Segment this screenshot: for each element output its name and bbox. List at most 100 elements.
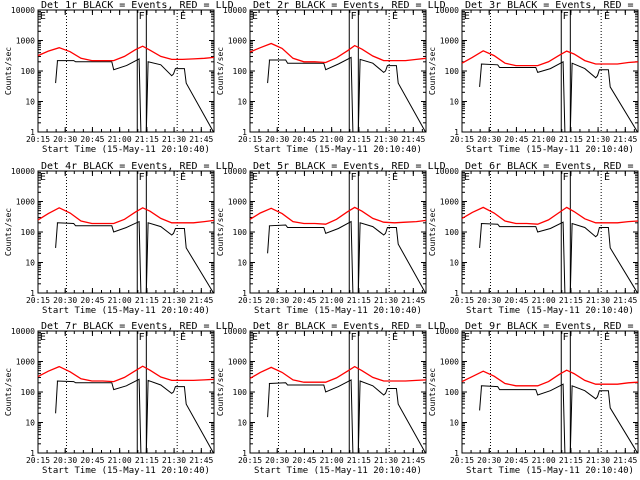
x-tick-label: 21:15	[135, 296, 159, 305]
event-marker-e: E	[40, 11, 46, 22]
event-marker-e: E	[40, 332, 46, 343]
y-axis-label: Counts/sec	[216, 368, 225, 416]
x-tick-label: 20:15	[26, 456, 50, 465]
y-tick-label: 1	[30, 449, 35, 458]
x-tick-label: 20:30	[477, 296, 501, 305]
event-marker-f: F	[351, 11, 357, 22]
series-lld-line	[37, 207, 215, 225]
x-tick-label: 20:45	[504, 456, 528, 465]
y-tick-label: 100	[21, 388, 36, 397]
event-marker-e: E	[252, 332, 258, 343]
y-tick-label: 1000	[16, 37, 35, 46]
event-marker-e: E	[604, 11, 610, 22]
x-tick-label: 21:30	[374, 296, 398, 305]
y-tick-label: 1000	[228, 198, 247, 207]
x-tick-label: 21:45	[401, 296, 425, 305]
y-tick-label: 10	[25, 419, 35, 428]
x-tick-label: 21:00	[320, 135, 344, 144]
x-tick-label: 20:30	[265, 456, 289, 465]
y-tick-label: 1000	[440, 358, 459, 367]
x-axis-label: Start Time (15-May-11 20:10:40)	[466, 306, 634, 316]
y-axis-label: Counts/sec	[216, 47, 225, 95]
x-tick-label: 21:45	[189, 135, 213, 144]
x-tick-label: 20:30	[477, 456, 501, 465]
chart-title: Det 2r BLACK = Events, RED = LLD	[253, 0, 446, 11]
y-tick-label: 1000	[440, 37, 459, 46]
chart-title: Det 1r BLACK = Events, RED = LLD	[41, 0, 234, 11]
y-tick-label: 10000	[435, 6, 459, 15]
x-tick-label: 20:45	[80, 135, 104, 144]
x-tick-label: 21:00	[108, 296, 132, 305]
y-tick-label: 10	[449, 259, 459, 268]
plot-frame	[249, 9, 427, 133]
event-marker-e: E	[604, 332, 610, 343]
event-marker-e: E	[392, 332, 398, 343]
y-tick-label: 10000	[435, 327, 459, 336]
chart-panel-4r: Det 4r BLACK = Events, RED = LLD 1 10 100 10…	[4, 161, 234, 316]
y-tick-label: 10	[25, 259, 35, 268]
series-events-line	[55, 378, 214, 454]
x-tick-label: 21:45	[189, 456, 213, 465]
series-events-line	[267, 379, 426, 454]
chart-panel-1r: Det 1r BLACK = Events, RED = LLD 1 10 100 10…	[4, 0, 234, 155]
series-events-line	[479, 383, 638, 454]
y-tick-label: 1	[454, 449, 459, 458]
y-tick-label: 100	[21, 67, 36, 76]
x-tick-label: 21:15	[559, 296, 583, 305]
x-axis-label: Start Time (15-May-11 20:10:40)	[42, 306, 210, 316]
y-tick-label: 10	[237, 419, 247, 428]
y-tick-label: 1	[454, 128, 459, 137]
event-marker-e: E	[180, 11, 186, 22]
x-axis-label: Start Time (15-May-11 20:10:40)	[466, 466, 634, 476]
chart-title: Det 8r BLACK = Events, RED = LLD	[253, 321, 446, 332]
chart-title: Det 4r BLACK = Events, RED = LLD	[41, 161, 234, 172]
x-tick-label: 21:00	[532, 296, 556, 305]
y-tick-label: 10	[449, 419, 459, 428]
chart-title: Det 6r BLACK = Events, RED = LLD	[465, 161, 640, 172]
chart-title: Det 9r BLACK = Events, RED = LLD	[465, 321, 640, 332]
y-tick-label: 1	[454, 289, 459, 298]
x-tick-label: 20:30	[53, 296, 77, 305]
x-tick-label: 21:15	[559, 135, 583, 144]
chart-title: Det 5r BLACK = Events, RED = LLD	[253, 161, 446, 172]
y-axis-label: Counts/sec	[428, 208, 437, 256]
x-tick-label: 21:30	[374, 456, 398, 465]
x-tick-label: 21:15	[347, 135, 371, 144]
series-events-line	[267, 56, 426, 133]
event-marker-e: E	[252, 11, 258, 22]
event-marker-e: E	[180, 172, 186, 183]
x-tick-label: 20:45	[292, 296, 316, 305]
event-marker-e: E	[252, 172, 258, 183]
x-tick-label: 20:30	[265, 135, 289, 144]
y-axis-label: Counts/sec	[428, 47, 437, 95]
x-tick-label: 21:15	[347, 456, 371, 465]
x-tick-label: 20:30	[477, 135, 501, 144]
x-axis-label: Start Time (15-May-11 20:10:40)	[466, 145, 634, 155]
y-tick-label: 100	[445, 67, 460, 76]
x-tick-label: 21:45	[613, 456, 637, 465]
x-tick-label: 21:45	[613, 296, 637, 305]
y-tick-label: 10000	[11, 327, 35, 336]
y-tick-label: 1	[30, 128, 35, 137]
x-tick-label: 21:00	[108, 135, 132, 144]
x-tick-label: 21:30	[586, 456, 610, 465]
y-tick-label: 10000	[11, 6, 35, 15]
x-tick-label: 21:30	[586, 135, 610, 144]
chart-title: Det 3r BLACK = Events, RED = LLD	[465, 0, 640, 11]
x-tick-label: 20:45	[504, 296, 528, 305]
y-tick-label: 10000	[223, 6, 247, 15]
y-tick-label: 100	[445, 388, 460, 397]
x-axis-label: Start Time (15-May-11 20:10:40)	[254, 306, 422, 316]
y-tick-label: 1000	[228, 358, 247, 367]
event-marker-e: E	[392, 172, 398, 183]
y-axis-label: Counts/sec	[4, 47, 13, 95]
x-tick-label: 20:15	[450, 296, 474, 305]
x-tick-label: 21:00	[320, 296, 344, 305]
chart-panel-5r: Det 5r BLACK = Events, RED = LLD 1 10 100 10…	[216, 161, 446, 316]
event-marker-e: E	[40, 172, 46, 183]
series-events-line	[479, 221, 638, 294]
x-tick-label: 21:15	[135, 456, 159, 465]
x-tick-label: 21:00	[532, 135, 556, 144]
event-marker-e: E	[464, 332, 470, 343]
x-tick-label: 21:30	[162, 296, 186, 305]
